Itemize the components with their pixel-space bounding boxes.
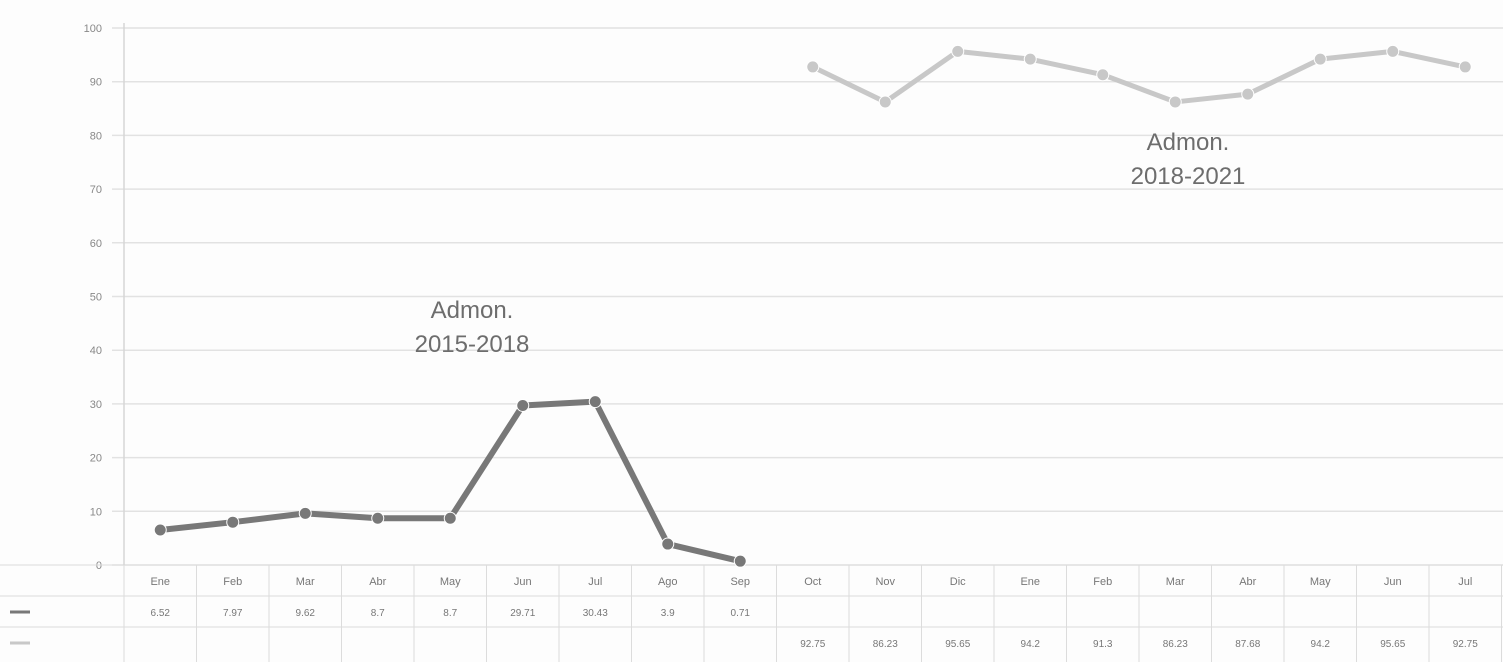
x-category-label: Sep: [730, 576, 750, 588]
x-category-label: Nov: [875, 576, 895, 588]
y-axis-ticks: 0 10 20 30 40 50 60 70 80 90 100: [84, 23, 102, 572]
y-tick-label: 10: [90, 506, 102, 518]
grid-lines: [112, 27, 1503, 566]
y-tick-label: 80: [90, 130, 102, 142]
series-line-2: [810, 48, 1468, 105]
y-tick-label: 100: [84, 23, 102, 35]
x-category-label: Jul: [588, 576, 602, 588]
data-table-value: 94.2: [1311, 639, 1331, 650]
data-point: [153, 523, 167, 537]
data-table-value: 9.62: [296, 608, 316, 619]
y-tick-label: 0: [96, 560, 102, 572]
data-point: [1241, 87, 1255, 101]
data-table-value: 8.7: [371, 608, 385, 619]
y-tick-label: 90: [90, 77, 102, 89]
data-table-value: 29.71: [510, 608, 535, 619]
data-table-value: 92.75: [1453, 639, 1478, 650]
x-category-label: Feb: [1093, 576, 1112, 588]
annotations: Admon. 2015-2018 Admon. 2018-2021: [415, 129, 1246, 358]
annotation-2015-2018-line2: 2015-2018: [415, 331, 530, 358]
x-category-label: Ene: [1020, 576, 1040, 588]
annotation-2018-2021-line2: 2018-2021: [1131, 163, 1246, 190]
x-category-label: Ago: [658, 576, 678, 588]
annotation-2018-2021-line1: Admon.: [1147, 129, 1230, 156]
data-point: [1096, 68, 1110, 82]
data-table-value: 8.7: [443, 608, 457, 619]
series-layer: [153, 44, 1472, 568]
data-point: [588, 395, 602, 409]
x-category-label: Jun: [514, 576, 532, 588]
annotation-2015-2018-line1: Admon.: [431, 297, 514, 324]
data-table-value: 3.9: [661, 608, 675, 619]
x-category-label: Abr: [1239, 576, 1256, 588]
series-line-1: [157, 398, 744, 565]
data-table-value: 30.43: [583, 608, 608, 619]
data-point: [1313, 52, 1327, 66]
x-category-label: Jul: [1458, 576, 1472, 588]
data-table-value: 95.65: [1380, 639, 1405, 650]
data-point: [443, 511, 457, 525]
data-point: [1386, 44, 1400, 58]
data-table-value: 95.65: [945, 639, 970, 650]
y-tick-label: 30: [90, 399, 102, 411]
data-table-value: 6.52: [151, 608, 171, 619]
data-point: [371, 511, 385, 525]
x-category-label: May: [1310, 576, 1331, 588]
y-tick-label: 70: [90, 184, 102, 196]
data-point: [661, 537, 675, 551]
x-category-label: Ene: [150, 576, 170, 588]
data-table-value: 86.23: [873, 639, 898, 650]
data-point: [226, 515, 240, 529]
data-point: [1458, 60, 1472, 74]
y-tick-label: 40: [90, 345, 102, 357]
y-tick-label: 60: [90, 238, 102, 250]
x-category-label: Oct: [804, 576, 821, 588]
data-point: [1023, 52, 1037, 66]
y-tick-label: 50: [90, 292, 102, 304]
y-tick-label: 20: [90, 453, 102, 465]
data-point: [806, 60, 820, 74]
x-category-label: Dic: [950, 576, 966, 588]
data-table: Ene Feb Mar Abr May Jun Jul Ago Sep Oct Nov Dic Ene F…: [0, 23, 1503, 662]
data-point: [298, 506, 312, 520]
data-table-value: 87.68: [1235, 639, 1260, 650]
x-category-label: Jun: [1384, 576, 1402, 588]
x-category-label: Mar: [1166, 576, 1185, 588]
data-point: [733, 554, 747, 568]
data-table-value: 86.23: [1163, 639, 1188, 650]
data-point: [516, 398, 530, 412]
data-table-value: 91.3: [1093, 639, 1113, 650]
x-category-label: Mar: [296, 576, 315, 588]
data-table-value: 92.75: [800, 639, 825, 650]
x-category-label: May: [440, 576, 461, 588]
data-table-value: 94.2: [1021, 639, 1041, 650]
data-point: [1168, 95, 1182, 109]
data-point: [878, 95, 892, 109]
data-point: [951, 44, 965, 58]
x-category-label: Feb: [223, 576, 242, 588]
data-table-value: 7.97: [223, 608, 243, 619]
data-table-value: 0.71: [731, 608, 751, 619]
x-category-label: Abr: [369, 576, 386, 588]
